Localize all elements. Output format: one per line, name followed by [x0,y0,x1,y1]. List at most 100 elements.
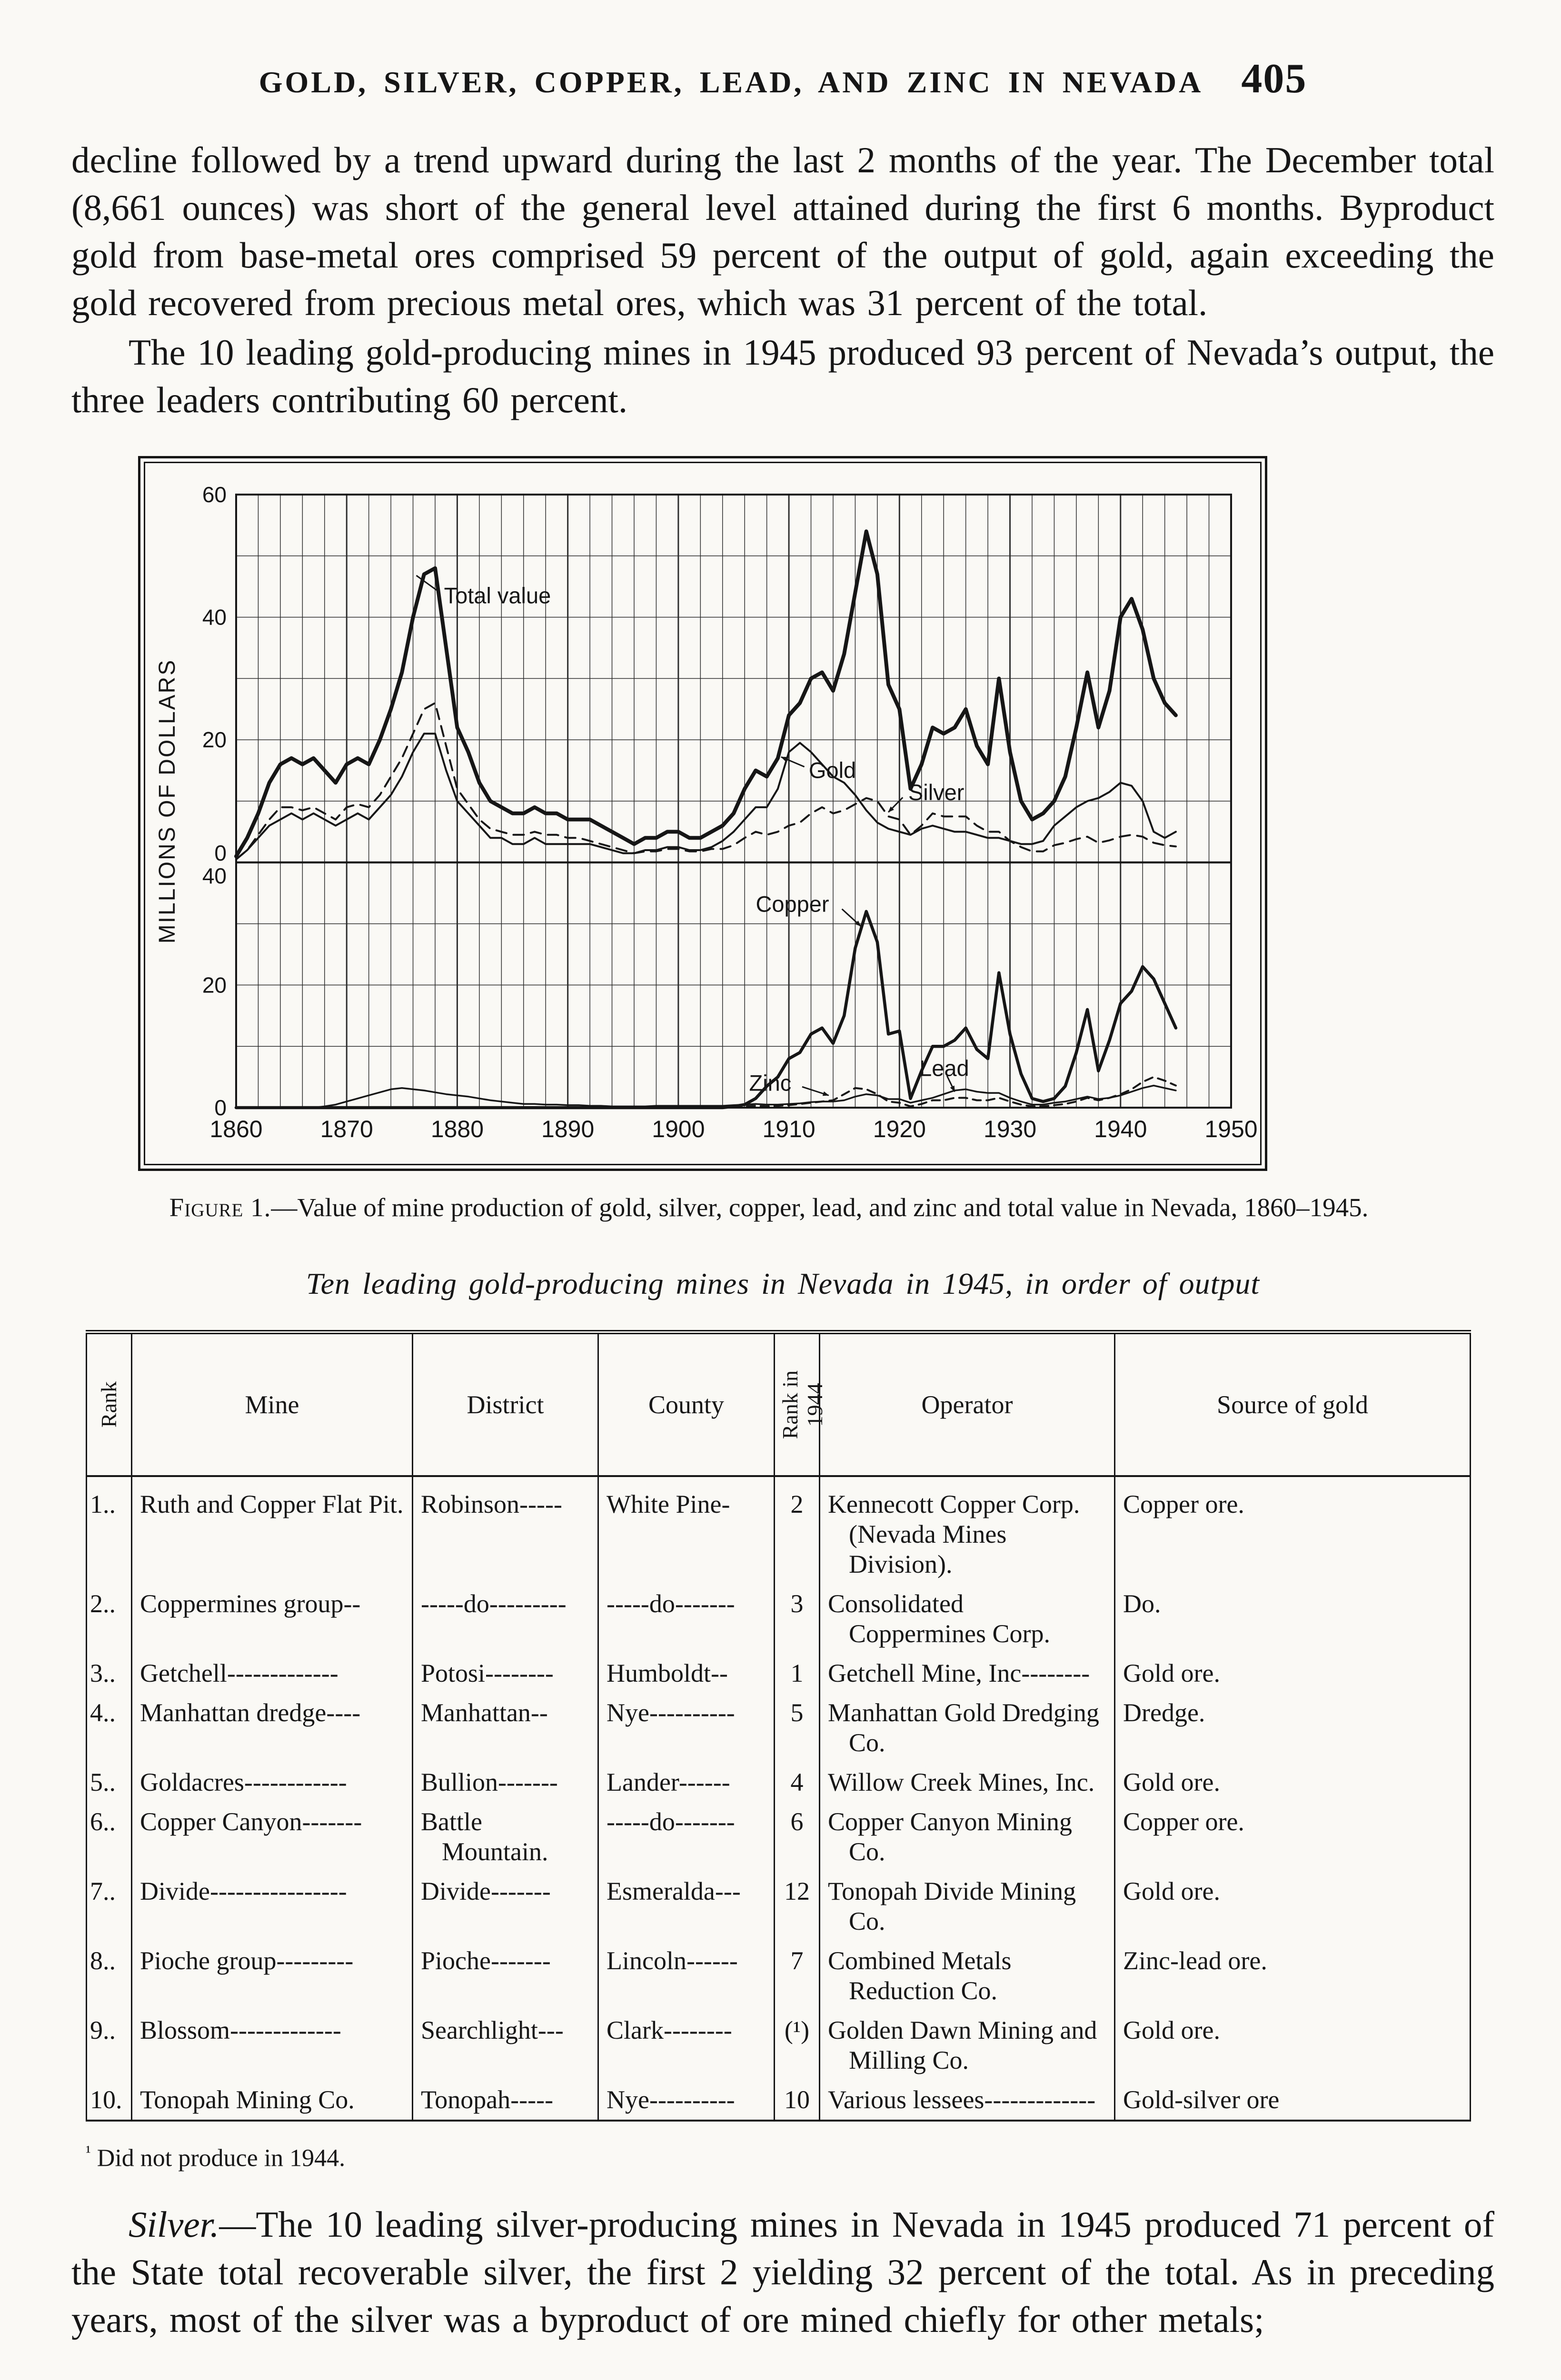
cell-rank: 8.. [86,1941,132,2011]
annotation-zinc: Zinc [749,1070,792,1095]
cell-operator: Willow Creek Mines, Inc. [819,1763,1115,1802]
cell-rank-1944: 5 [774,1693,820,1763]
cell-operator: Manhattan Gold Dredging Co. [819,1693,1115,1763]
series-total-value [234,529,1178,858]
silver-paragraph-text: —The 10 leading silver-producing mines i… [71,2204,1494,2340]
cell-rank: 7.. [86,1872,132,1941]
figure-caption-text: —Value of mine production of gold, silve… [271,1193,1369,1222]
table-header-row: Rank Mine District County Rank in 1944 O… [86,1332,1471,1477]
xtick: 1870 [320,1116,373,1142]
cell-operator: Tonopah Divide Mining Co. [819,1872,1115,1941]
cell-rank-1944: 1 [774,1654,820,1693]
xtick: 1950 [1204,1116,1257,1142]
cell-county: -----do------- [597,1802,775,1872]
ytick-bottom: 40 [202,863,227,888]
cell-rank: 4.. [86,1693,132,1763]
annotation-leader [946,1075,955,1092]
col-header-district: District [412,1332,599,1477]
silver-lead-in: Silver. [129,2204,219,2245]
annotation-leader [888,797,904,813]
xtick: 1880 [431,1116,484,1142]
cell-rank-1944: 6 [774,1802,820,1872]
col-header-operator: Operator [819,1332,1115,1477]
cell-district: Manhattan-- [412,1693,599,1763]
production-value-chart: 0 20 40 60 0 20 40 1860 1870 1880 1890 1900 1910 1920… [155,482,1257,1142]
xtick: 1930 [984,1116,1036,1142]
footnote-text: Did not produce in 1944. [97,2144,346,2172]
series-copper [234,910,1178,1110]
cell-operator: Golden Dawn Mining and Milling Co. [819,2011,1115,2080]
figure-caption-label: Figure 1. [169,1193,271,1222]
cell-rank-1944: 12 [774,1872,820,1941]
cell-source: Gold ore. [1114,2011,1471,2080]
cell-mine: Pioche group--------- [131,1941,413,2011]
chart-grid [236,495,1231,1108]
table-title: Ten leading gold-producing mines in Neva… [306,1267,1260,1300]
cell-operator: Copper Canyon Mining Co. [819,1802,1115,1872]
cell-county: Nye---------- [597,2080,775,2121]
xtick: 1900 [652,1116,705,1142]
cell-county: Lander------ [597,1763,775,1802]
annotation-gold: Gold [809,758,856,783]
cell-district: Potosi-------- [412,1654,599,1693]
cell-source: Do. [1114,1584,1471,1654]
cell-operator: Various lessees------------- [819,2080,1115,2121]
table-row: 4.. Manhattan dredge---- Manhattan-- Nye---… [86,1693,1471,1763]
cell-operator: Getchell Mine, Inc-------- [819,1654,1115,1693]
page-number: 405 [1241,56,1307,102]
table-row: 1.. Ruth and Copper Flat Pit. Robinson----… [86,1476,1471,1584]
cell-rank: 6.. [86,1802,132,1872]
table-row: 3.. Getchell------------- Potosi-------- Hu… [86,1654,1471,1693]
cell-rank-1944: 3 [774,1584,820,1654]
cell-rank: 2.. [86,1584,132,1654]
ytick-bottom: 20 [202,972,227,997]
cell-county: Humboldt-- [597,1654,775,1693]
series-gold [235,733,1177,861]
xtick: 1940 [1094,1116,1147,1142]
paragraph-leading-mines: The 10 leading gold-producing mines in 1… [71,332,1494,420]
cell-mine: Tonopah Mining Co. [131,2080,413,2121]
xtick: 1920 [873,1116,926,1142]
cell-mine: Getchell------------- [131,1654,413,1693]
cell-district: Pioche------- [412,1941,599,2011]
cell-mine: Blossom------------- [131,2011,413,2080]
cell-rank-1944: 2 [774,1476,820,1584]
cell-mine: Ruth and Copper Flat Pit. [131,1476,413,1584]
cell-district: -----do--------- [412,1584,599,1654]
cell-source: Gold ore. [1114,1654,1471,1693]
xtick: 1890 [541,1116,594,1142]
annotation-copper: Copper [756,891,829,916]
ytick-top: 40 [202,605,227,630]
ytick-top: 60 [202,482,227,507]
table-row: 10. Tonopah Mining Co. Tonopah----- Nye----… [86,2080,1471,2121]
cell-district: Battle Mountain. [412,1802,599,1872]
table-footnote: ¹ Did not produce in 1944. [86,2142,1494,2172]
annotation-leader [780,756,805,768]
cell-rank: 9.. [86,2011,132,2080]
table-row: 7.. Divide---------------- Divide------- Es… [86,1872,1471,1941]
footnote-marker: ¹ [86,2142,91,2161]
cell-mine: Copper Canyon------- [131,1802,413,1872]
cell-district: Searchlight--- [412,2011,599,2080]
annotation-silver: Silver [908,780,964,805]
cell-mine: Coppermines group-- [131,1584,413,1654]
table-header: Rank Mine District County Rank in 1944 O… [86,1332,1471,1477]
y-axis-title: MILLIONS OF DOLLARS [155,659,180,943]
cell-source: Dredge. [1114,1693,1471,1763]
cell-mine: Manhattan dredge---- [131,1693,413,1763]
paragraph-decline: decline followed by a trend upward durin… [71,139,1494,323]
table-row: 9.. Blossom------------- Searchlight--- Cla… [86,2011,1471,2080]
cell-district: Bullion------- [412,1763,599,1802]
table-row: 6.. Copper Canyon------- Battle Mountain. -… [86,1802,1471,1872]
ytick-bottom: 0 [214,1095,227,1120]
figure-caption: Figure 1.—Value of mine production of go… [90,1191,1447,1224]
cell-operator: Kennecott Copper Corp. (Nevada Mines Div… [819,1476,1115,1584]
cell-county: Clark-------- [597,2011,775,2080]
cell-rank-1944: 7 [774,1941,820,2011]
series-lead [235,1084,1177,1109]
table-row: 5.. Goldacres------------ Bullion------- La… [86,1763,1471,1802]
figure-1: 0 20 40 60 0 20 40 1860 1870 1880 1890 1900 1910 1920… [138,456,1368,1224]
table-body: 1.. Ruth and Copper Flat Pit. Robinson----… [86,1476,1471,2121]
leading-mines-table: Rank Mine District County Rank in 1944 O… [86,1330,1471,2122]
